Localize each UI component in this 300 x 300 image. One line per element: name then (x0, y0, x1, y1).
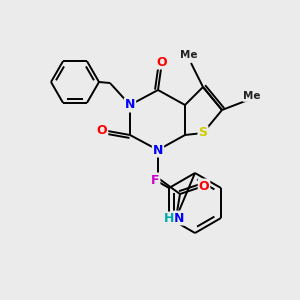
Text: N: N (125, 98, 135, 112)
Text: S: S (199, 127, 208, 140)
Text: Me: Me (243, 91, 261, 101)
Text: N: N (153, 143, 163, 157)
Text: N: N (174, 212, 184, 224)
Text: F: F (151, 173, 159, 187)
Text: O: O (97, 124, 107, 136)
Text: Me: Me (180, 50, 198, 60)
Text: O: O (199, 179, 209, 193)
Text: H: H (164, 212, 174, 226)
Text: O: O (157, 56, 167, 68)
